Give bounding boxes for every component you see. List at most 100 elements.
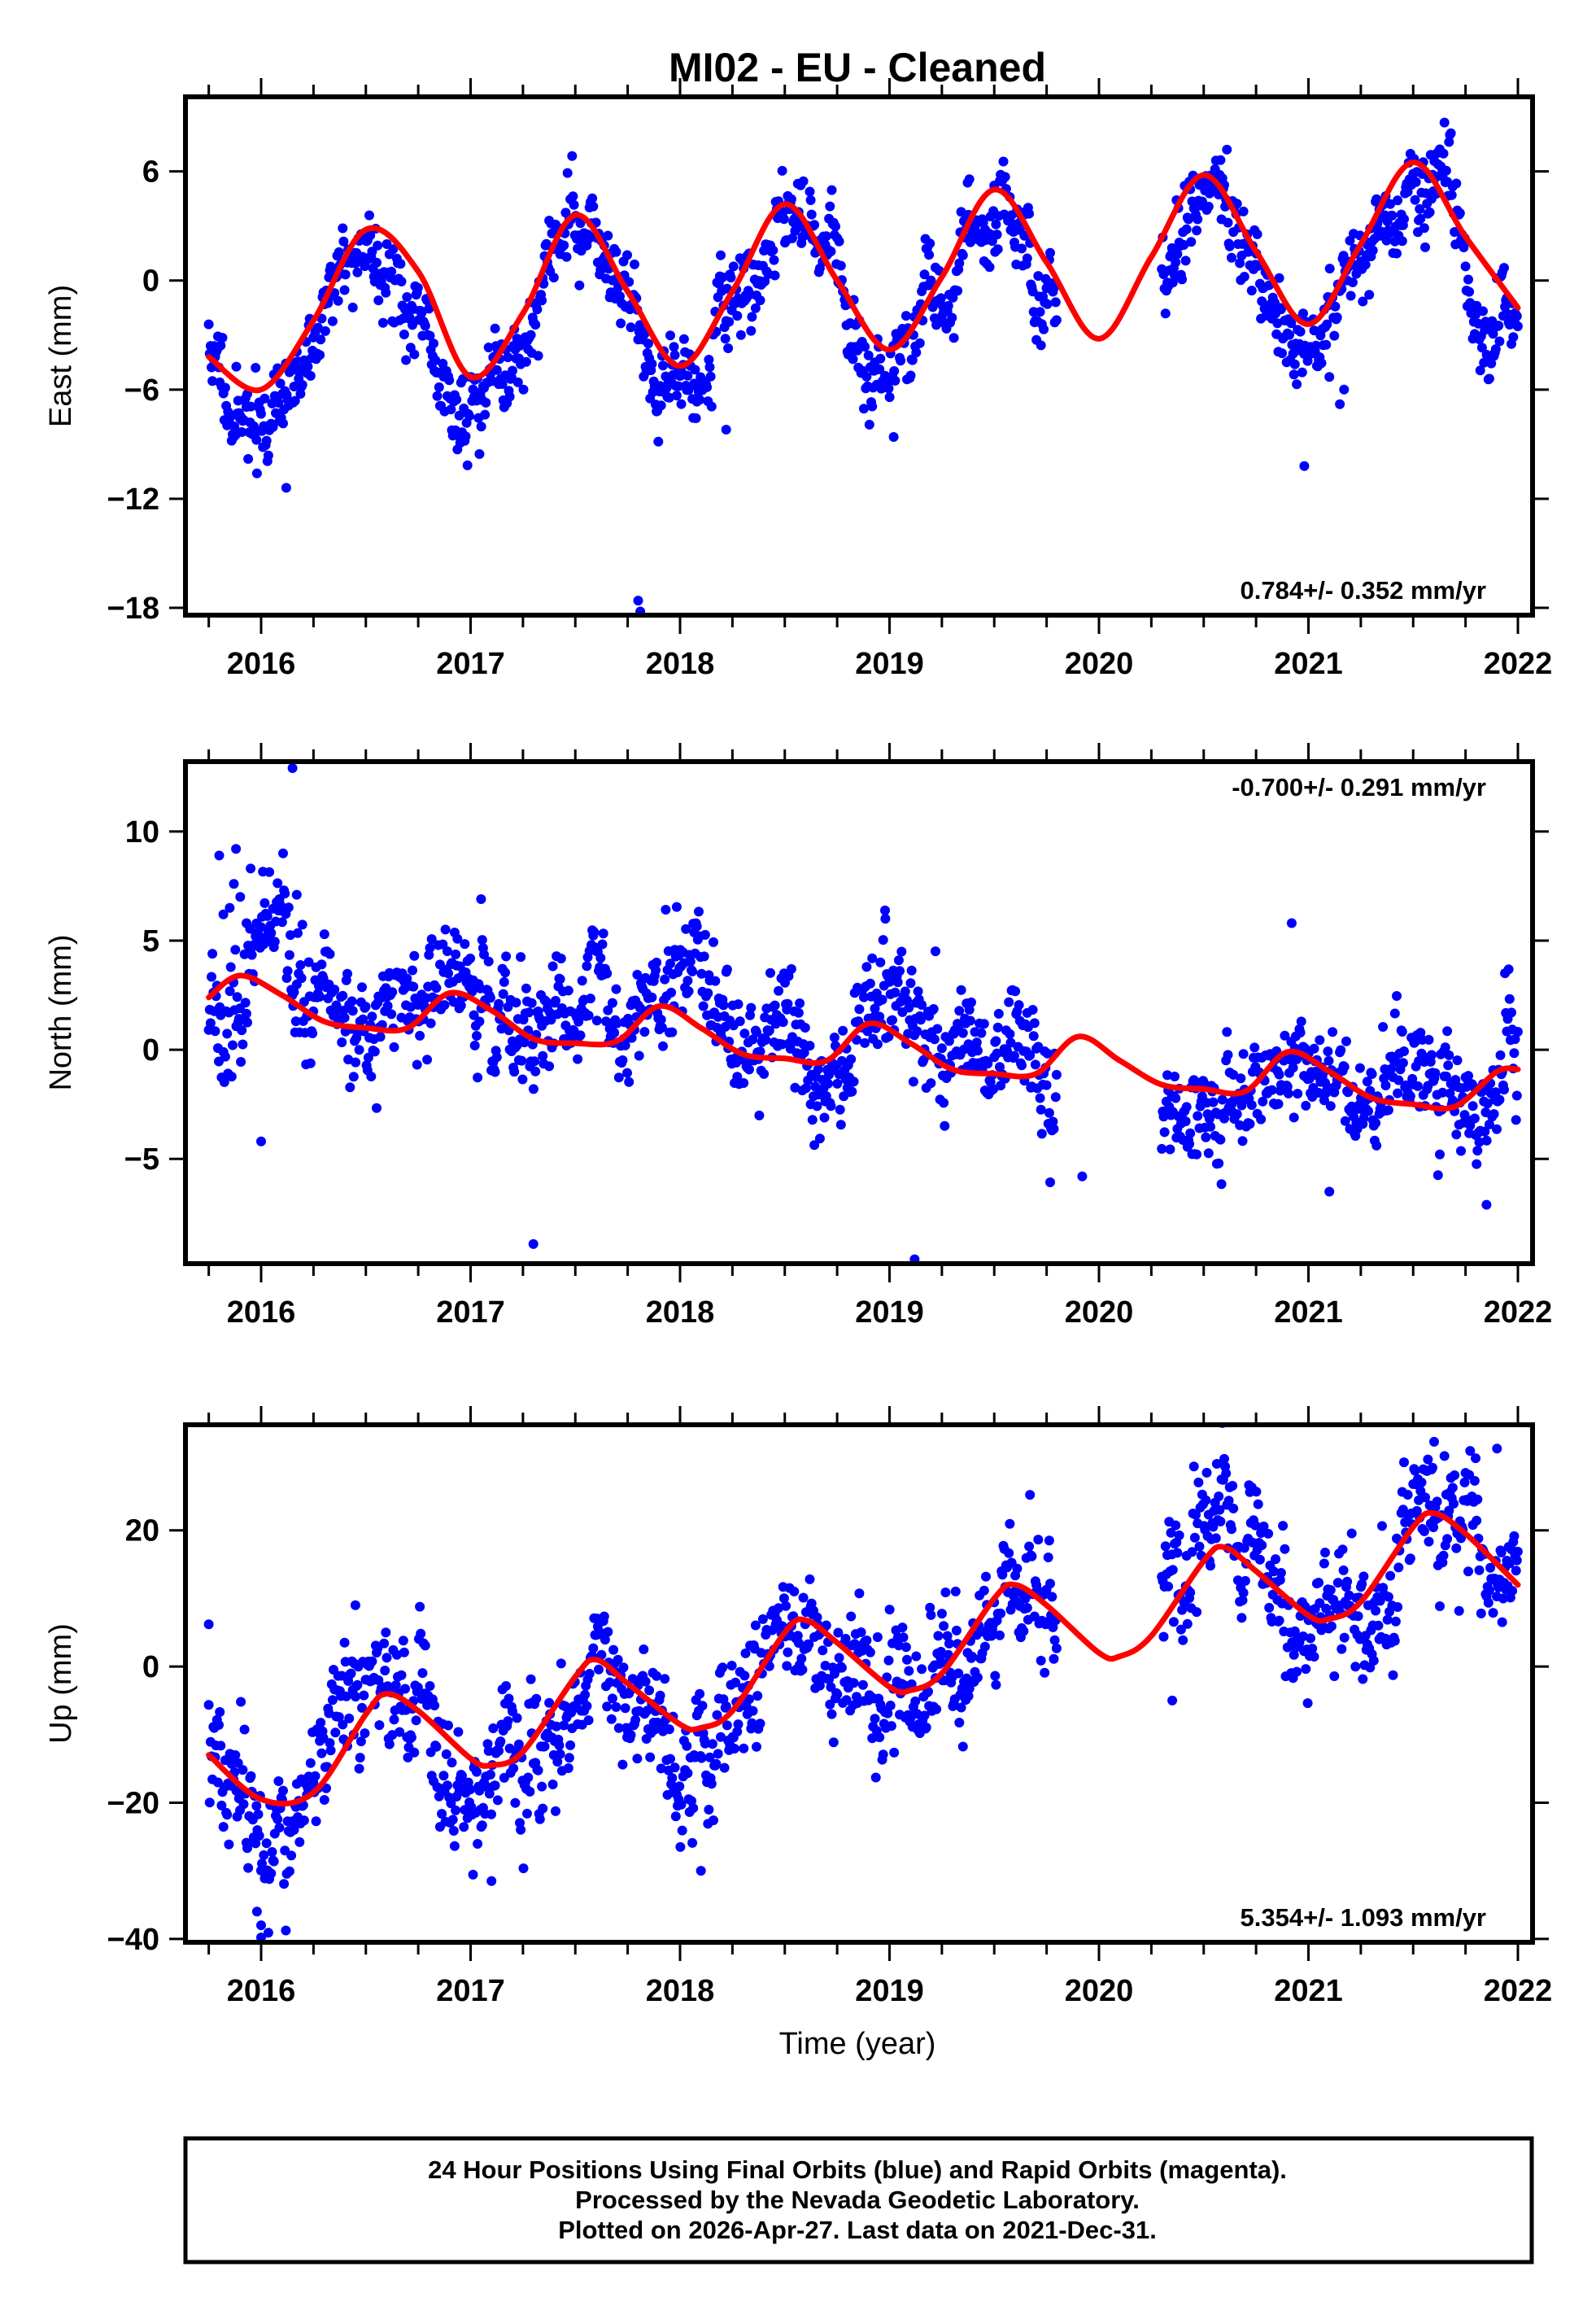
- data-point: [552, 1721, 562, 1732]
- data-point: [358, 1014, 368, 1024]
- data-point: [889, 366, 900, 376]
- data-point: [777, 1039, 787, 1050]
- data-point: [538, 1050, 548, 1061]
- data-point: [532, 304, 543, 315]
- data-point: [1232, 199, 1242, 209]
- data-point: [832, 1689, 843, 1700]
- data-point: [1430, 1068, 1441, 1078]
- data-point: [380, 1666, 390, 1675]
- data-point: [243, 454, 254, 464]
- data-point: [744, 1064, 754, 1075]
- data-point: [774, 985, 784, 996]
- data-point: [1284, 330, 1294, 340]
- x-tick-label: 2021: [1274, 1295, 1343, 1330]
- data-point: [900, 1642, 911, 1653]
- data-point: [781, 1601, 791, 1611]
- data-point: [1298, 1631, 1308, 1641]
- data-point: [531, 1693, 542, 1704]
- data-point: [953, 286, 963, 296]
- data-point: [809, 1140, 820, 1151]
- outlier-point: [251, 1906, 262, 1917]
- data-point: [253, 1809, 264, 1819]
- data-point: [263, 450, 273, 461]
- data-point: [764, 1025, 774, 1036]
- data-point: [655, 1690, 665, 1701]
- data-point: [364, 210, 374, 221]
- data-point: [305, 1758, 316, 1768]
- data-point: [645, 1752, 656, 1762]
- data-point: [854, 1004, 865, 1015]
- data-point: [327, 1695, 338, 1705]
- data-point: [580, 1689, 591, 1700]
- data-point: [1322, 319, 1332, 330]
- data-point: [634, 1050, 644, 1061]
- data-point: [474, 1016, 485, 1027]
- data-point: [387, 1730, 398, 1740]
- data-point: [1185, 1128, 1196, 1138]
- data-point: [944, 1036, 954, 1046]
- data-point: [575, 218, 586, 229]
- data-point: [294, 1837, 305, 1847]
- x-tick-label: 2018: [646, 1295, 715, 1330]
- data-point: [957, 1741, 968, 1752]
- data-point: [1045, 247, 1055, 258]
- data-point: [871, 988, 882, 998]
- data-point: [1010, 986, 1021, 997]
- data-point: [319, 929, 329, 940]
- data-point: [595, 953, 606, 963]
- data-point: [464, 411, 474, 421]
- data-point: [608, 1644, 619, 1655]
- data-point: [1511, 1555, 1522, 1566]
- data-point: [717, 272, 728, 282]
- data-point: [867, 401, 878, 412]
- data-point: [372, 1103, 382, 1113]
- data-point: [367, 1656, 377, 1666]
- data-point: [254, 1831, 264, 1841]
- data-point: [1444, 137, 1454, 147]
- data-point: [240, 998, 251, 1008]
- data-point: [884, 392, 895, 403]
- data-point: [683, 986, 694, 997]
- data-point: [297, 919, 307, 930]
- data-point: [856, 1627, 866, 1637]
- data-point: [1193, 214, 1203, 225]
- data-point: [214, 1719, 224, 1730]
- data-point: [682, 976, 693, 986]
- x-tick-label: 2019: [855, 647, 924, 681]
- data-point: [812, 1612, 822, 1622]
- data-point: [352, 267, 363, 277]
- data-point: [1245, 1119, 1255, 1129]
- data-point: [447, 1758, 457, 1768]
- data-point: [925, 1602, 935, 1613]
- data-point: [747, 312, 757, 322]
- data-point: [1360, 260, 1371, 270]
- data-point: [1484, 1585, 1494, 1596]
- data-point: [870, 1003, 880, 1014]
- data-point: [1415, 213, 1426, 224]
- data-point: [661, 905, 671, 915]
- data-point: [1337, 1544, 1348, 1555]
- data-point: [1484, 373, 1494, 384]
- data-point: [1377, 1521, 1387, 1531]
- data-point: [481, 397, 491, 408]
- data-point: [893, 955, 904, 966]
- data-point: [412, 282, 423, 293]
- data-point: [359, 1690, 369, 1701]
- data-point: [1050, 1092, 1061, 1103]
- data-point: [547, 1780, 558, 1789]
- data-point: [910, 1696, 921, 1706]
- data-point: [1438, 148, 1449, 159]
- data-point: [671, 902, 682, 912]
- data-point: [931, 946, 940, 957]
- data-point: [1325, 1101, 1336, 1112]
- data-point: [267, 1847, 277, 1857]
- data-point: [875, 353, 886, 364]
- data-point: [954, 258, 965, 269]
- data-point: [892, 977, 903, 988]
- data-point: [289, 987, 299, 998]
- data-point: [1329, 330, 1340, 341]
- data-point: [430, 355, 441, 365]
- data-point: [238, 1765, 248, 1775]
- data-point: [897, 1622, 908, 1633]
- data-point: [342, 968, 352, 979]
